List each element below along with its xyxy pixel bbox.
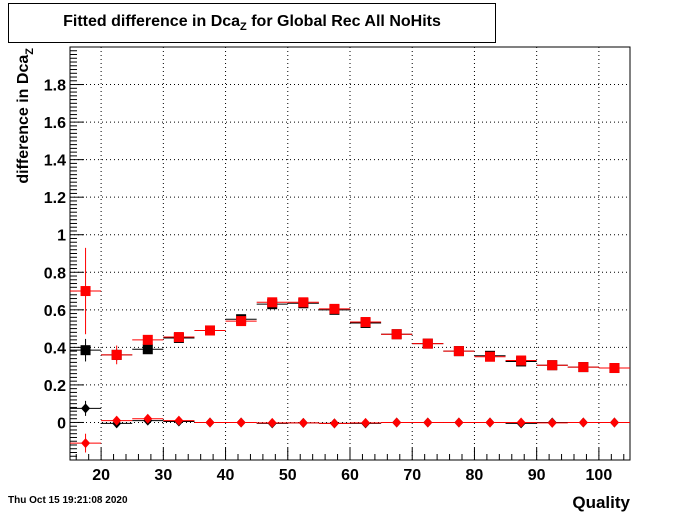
x-tick-label: 40: [217, 467, 235, 484]
data-point-diamond: [81, 438, 91, 449]
data-point-square: [516, 355, 527, 366]
data-point-diamond: [423, 417, 433, 428]
y-tick-label: 0: [57, 415, 66, 432]
data-point-diamond: [81, 403, 91, 414]
plot-frame: [69, 46, 631, 461]
y-tick-label: 1.4: [44, 153, 66, 170]
x-tick-label: 90: [528, 467, 546, 484]
data-point-diamond: [298, 417, 308, 428]
x-axis-label: Quality: [572, 493, 630, 512]
data-point-diamond: [485, 417, 495, 428]
y-tick-label: 1.2: [44, 190, 66, 207]
data-point-square: [173, 332, 184, 343]
chart-title-rest: for Global Rec All NoHits: [246, 13, 441, 30]
data-point-diamond: [236, 417, 246, 428]
y-tick-label: 0.4: [44, 340, 66, 357]
data-point-diamond: [578, 417, 588, 428]
y-axis-label-main: difference in Dca: [15, 55, 32, 184]
data-point-square: [267, 297, 278, 308]
data-point-square: [578, 362, 589, 373]
data-point-diamond: [143, 413, 153, 424]
data-point-square: [609, 363, 620, 374]
y-tick-label: 1.6: [44, 115, 66, 132]
data-point-square: [360, 317, 371, 328]
chart-title-subscript: Z: [240, 21, 247, 34]
data-point-square: [422, 338, 433, 349]
data-point-diamond: [329, 418, 339, 429]
data-point-diamond: [392, 417, 402, 428]
y-axis-label-subscript: Z: [24, 48, 36, 55]
data-point-square: [205, 325, 215, 336]
data-point-diamond: [547, 417, 557, 428]
x-tick-label: 70: [403, 467, 421, 484]
data-point-diamond: [174, 415, 184, 426]
x-tick-label: 100: [586, 467, 613, 484]
data-point-diamond: [267, 417, 277, 428]
data-point-square: [111, 349, 122, 360]
data-point-diamond: [361, 417, 371, 428]
data-point-diamond: [516, 417, 526, 428]
data-point-square: [142, 344, 153, 355]
x-tick-label: 20: [92, 467, 110, 484]
data-point-square: [142, 334, 153, 345]
y-tick-label: 0.6: [44, 303, 66, 320]
x-tick-label: 50: [279, 467, 297, 484]
data-point-square: [453, 346, 464, 357]
data-point-square: [329, 303, 340, 314]
data-point-square: [391, 329, 402, 340]
y-tick-label: 0.2: [44, 378, 66, 395]
y-tick-label: 1.8: [44, 78, 66, 95]
chart-title: Fitted difference in DcaZ for Global Rec…: [9, 13, 495, 33]
y-tick-label: 0.8: [44, 265, 66, 282]
y-tick-label: 1: [57, 228, 66, 245]
x-tick-label: 30: [154, 467, 172, 484]
data-point-square: [485, 351, 495, 362]
x-tick-label: 80: [466, 467, 484, 484]
chart-title-box: Fitted difference in DcaZ for Global Rec…: [8, 3, 496, 43]
data-point-diamond: [205, 417, 215, 428]
y-axis-label: difference in DcaZ: [15, 48, 36, 184]
data-point-square: [298, 297, 309, 308]
data-point-square: [80, 345, 91, 356]
data-point-square: [547, 360, 558, 371]
x-tick-label: 60: [341, 467, 359, 484]
data-point-square: [236, 316, 247, 327]
timestamp: Thu Oct 15 19:21:08 2020: [8, 495, 128, 506]
data-point-diamond: [454, 417, 464, 428]
data-point-diamond: [609, 417, 619, 428]
chart-title-main: Fitted difference in Dca: [63, 13, 241, 30]
data-point-diamond: [112, 415, 122, 426]
data-point-square: [80, 286, 91, 297]
